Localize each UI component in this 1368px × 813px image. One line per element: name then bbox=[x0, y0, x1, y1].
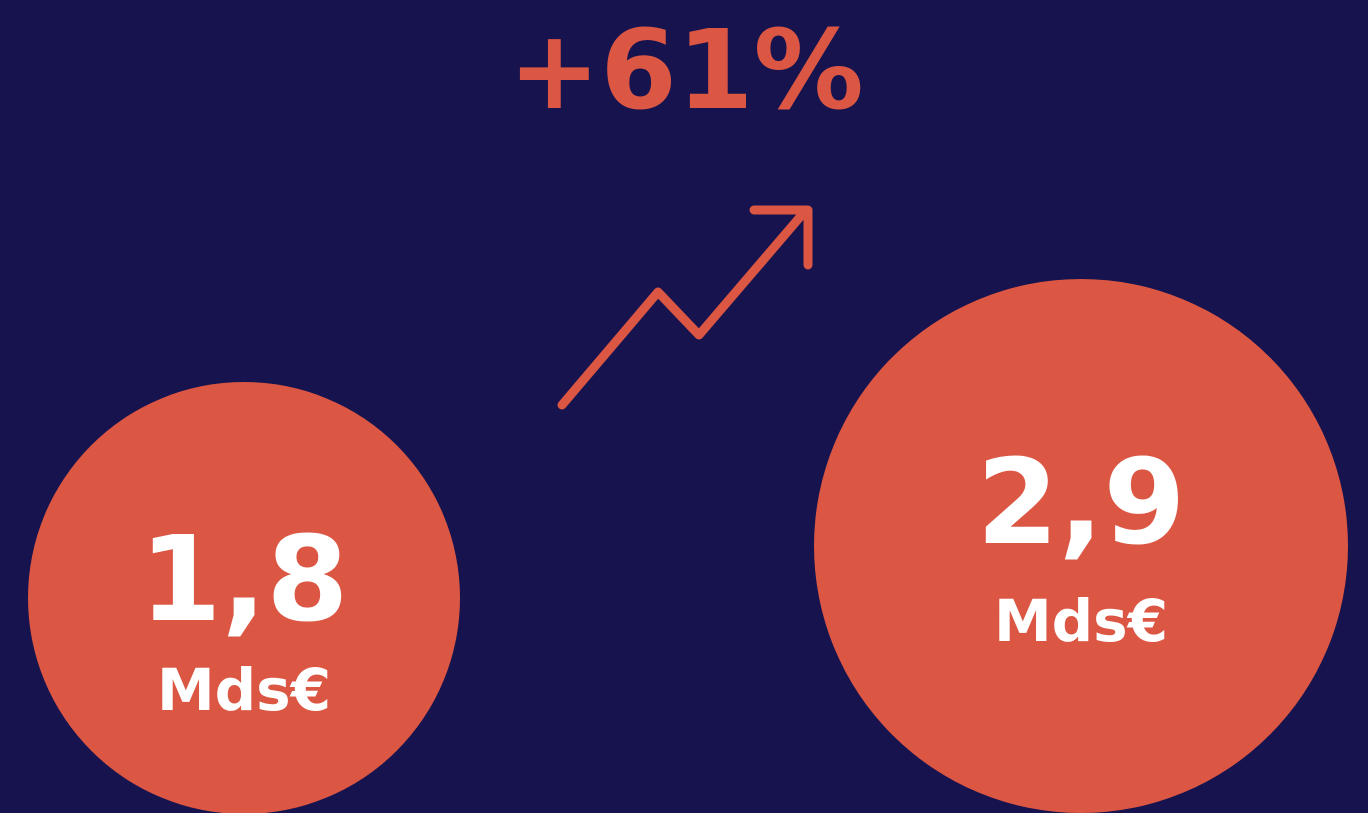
after-value: 2,9 bbox=[976, 433, 1185, 571]
before-unit: Mds€ bbox=[157, 656, 331, 724]
after-unit: Mds€ bbox=[994, 587, 1168, 655]
headline: +61% bbox=[508, 6, 863, 134]
trend-arrow bbox=[557, 205, 813, 410]
arrow-line bbox=[557, 205, 811, 410]
before-circle bbox=[28, 382, 460, 813]
after-circle bbox=[814, 279, 1348, 813]
before-value: 1,8 bbox=[139, 510, 348, 648]
arrow-head bbox=[749, 205, 813, 270]
